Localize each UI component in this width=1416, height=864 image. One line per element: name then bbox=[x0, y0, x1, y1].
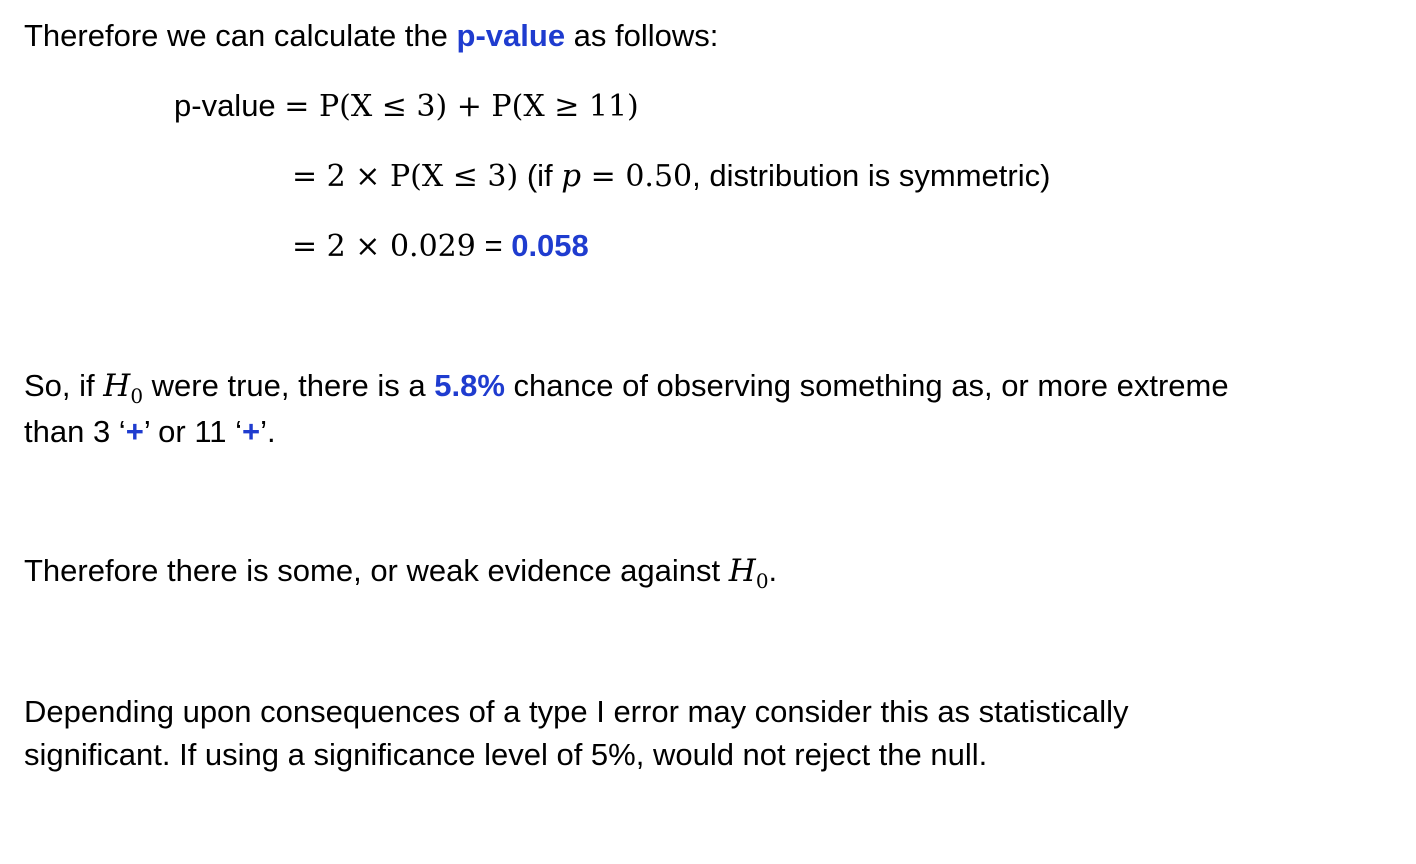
plus-sign-2: + bbox=[242, 414, 261, 449]
equation-expr-3: = 2 × 0.029 bbox=[292, 229, 476, 264]
percent-highlight: 5.8% bbox=[434, 368, 505, 403]
interp-before: So, if bbox=[24, 368, 104, 403]
intro-line: Therefore we can calculate the p-value a… bbox=[24, 14, 718, 58]
conclusion-line-1: Depending upon consequences of a type I … bbox=[24, 694, 1129, 729]
note-close: , distribution is symmetric) bbox=[692, 158, 1051, 193]
interp-after: chance of observing something as, or mor… bbox=[504, 368, 1229, 403]
p-value-label: p-value bbox=[174, 88, 285, 123]
interp-mid: were true, there is a bbox=[143, 368, 435, 403]
evidence-h-subscript: 0 bbox=[755, 569, 769, 593]
p-value-highlight: p-value bbox=[456, 18, 566, 53]
intro-text-after: as follows: bbox=[565, 18, 719, 53]
intro-text-before: Therefore we can calculate the bbox=[24, 18, 457, 53]
equation-expr-2: = 2 × P(X ≤ 3) bbox=[292, 159, 519, 194]
equation-line-3: = 2 × 0.029 = 0.058 bbox=[292, 224, 589, 269]
evidence-line: Therefore there is some, or weak evidenc… bbox=[24, 549, 777, 603]
evidence-h-symbol: H bbox=[728, 553, 756, 589]
interpretation-line-2: than 3 ‘+’ or 11 ‘+’. bbox=[24, 410, 276, 454]
interp2-mid: ’ or 11 ‘ bbox=[143, 414, 243, 449]
evidence-after: . bbox=[768, 553, 778, 588]
note-open: (if bbox=[518, 158, 562, 193]
equation-line-2: = 2 × P(X ≤ 3) (if p = 0.50, distributio… bbox=[292, 154, 1050, 199]
evidence-before: Therefore there is some, or weak evidenc… bbox=[24, 553, 729, 588]
conclusion-line-2: significant. If using a significance lev… bbox=[24, 737, 988, 772]
equation-expr-1: = P(X ≤ 3) + P(X ≥ 11) bbox=[284, 89, 639, 124]
p-value-result: 0.058 bbox=[511, 228, 589, 263]
interpretation-line-1: So, if H0 were true, there is a 5.8% cha… bbox=[24, 364, 1229, 418]
interp2-before: than 3 ‘ bbox=[24, 414, 126, 449]
null-hypothesis-subscript: 0 bbox=[130, 384, 144, 408]
note-variable: p bbox=[561, 158, 582, 194]
interp2-after: ’. bbox=[260, 414, 276, 449]
null-hypothesis-symbol: H bbox=[103, 368, 131, 404]
equation-line-1: p-value = P(X ≤ 3) + P(X ≥ 11) bbox=[174, 84, 639, 129]
equals-sign: = bbox=[475, 228, 512, 263]
note-value: = 0.50 bbox=[581, 159, 693, 194]
plus-sign-1: + bbox=[125, 414, 144, 449]
